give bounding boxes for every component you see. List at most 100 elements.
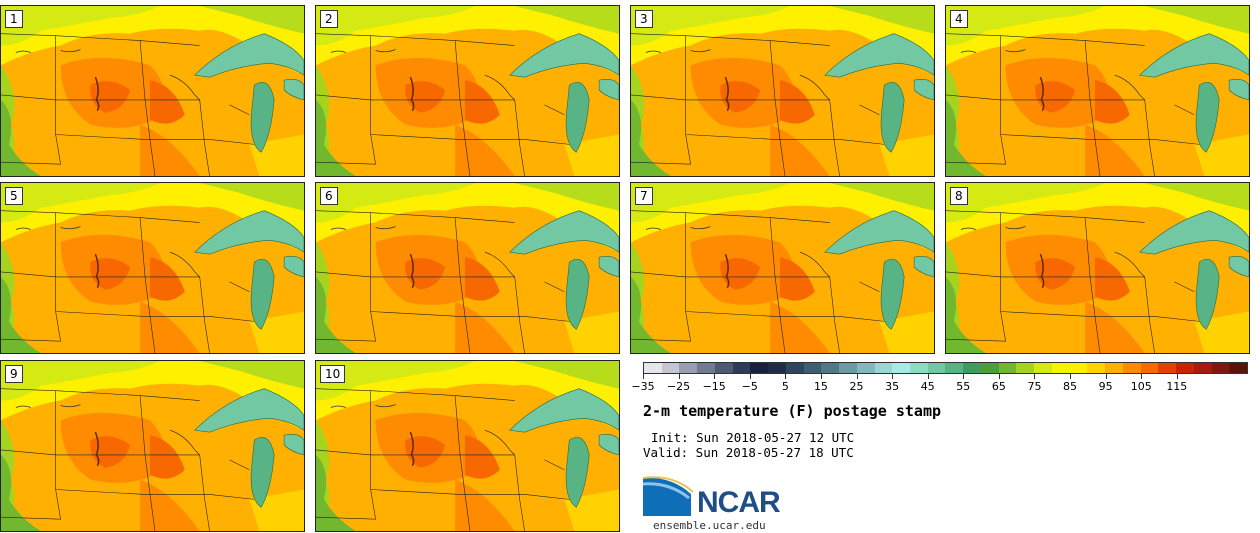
ncar-logo-icon: [643, 476, 694, 516]
colorbar-tick-label: 95: [1098, 380, 1113, 393]
colorbar-tick: [643, 374, 644, 379]
colorbar-tick-label: 55: [956, 380, 971, 393]
ensemble-member-panel: 7: [630, 182, 935, 354]
colorbar-segment: [1087, 363, 1106, 373]
colorbar-tick-label: −5: [741, 380, 758, 393]
colorbar-segment: [963, 363, 981, 373]
temperature-map: [946, 6, 1249, 176]
colorbar-segment: [1193, 363, 1212, 373]
colorbar-tick: [1034, 374, 1036, 379]
colorbar-tick: [820, 374, 822, 379]
temperature-colorbar: [643, 362, 1248, 374]
colorbar-segment: [856, 363, 875, 373]
colorbar-segment: [910, 363, 928, 373]
member-number-label: 9: [5, 365, 23, 383]
colorbar-segment: [945, 363, 964, 373]
colorbar-tick-label: 105: [1130, 380, 1152, 393]
colorbar-tick-label: 65: [991, 380, 1006, 393]
colorbar-segment: [839, 363, 857, 373]
colorbar-tick-label: 35: [885, 380, 900, 393]
logo-text: NCAR: [697, 486, 781, 519]
colorbar-segment: [1016, 363, 1035, 373]
colorbar-segment: [1211, 363, 1230, 373]
colorbar-tick-label: 45: [920, 380, 935, 393]
member-number-label: 7: [635, 187, 653, 205]
colorbar-segment: [998, 363, 1017, 373]
colorbar-tick: [1105, 374, 1107, 379]
colorbar-tick-label: 5: [781, 380, 789, 393]
colorbar-tick: [856, 374, 858, 379]
logo-url: ensemble.ucar.edu: [653, 519, 766, 532]
colorbar-segment: [644, 363, 662, 373]
colorbar-segment: [697, 363, 715, 373]
ensemble-member-panel: 1: [0, 5, 305, 177]
member-number-label: 2: [320, 10, 338, 28]
member-number-label: 3: [635, 10, 653, 28]
temperature-map: [1, 183, 304, 353]
colorbar-segment: [821, 363, 840, 373]
colorbar-segment: [1122, 363, 1141, 373]
member-number-label: 4: [950, 10, 968, 28]
colorbar-segment: [927, 363, 946, 373]
member-number-label: 10: [320, 365, 346, 383]
temperature-map: [1, 6, 304, 176]
colorbar-segment: [892, 363, 911, 373]
ensemble-member-panel: 10: [315, 360, 620, 532]
colorbar-segment: [661, 363, 680, 373]
colorbar-tick: [963, 374, 965, 379]
member-number-label: 1: [5, 10, 23, 28]
colorbar-segment: [803, 363, 822, 373]
colorbar-tick: [1070, 374, 1072, 379]
colorbar-tick: [927, 374, 929, 379]
colorbar-tick: [1141, 374, 1143, 379]
colorbar-segment: [1229, 363, 1247, 373]
valid-time: Valid: Sun 2018-05-27 18 UTC: [643, 445, 854, 460]
ensemble-member-panel: 2: [315, 5, 620, 177]
temperature-map: [631, 183, 934, 353]
colorbar-tick-label: −15: [702, 380, 726, 393]
colorbar-tick-label: 85: [1063, 380, 1078, 393]
colorbar-tick: [1176, 374, 1178, 379]
temperature-map: [1, 361, 304, 531]
colorbar-tick-label: 115: [1166, 380, 1188, 393]
colorbar-segment: [1158, 363, 1177, 373]
ensemble-member-panel: 5: [0, 182, 305, 354]
colorbar-tick: [749, 374, 751, 379]
temperature-map: [946, 183, 1249, 353]
colorbar-segment: [1140, 363, 1159, 373]
colorbar-tick: [714, 374, 716, 379]
colorbar-segment: [679, 363, 698, 373]
member-number-label: 6: [320, 187, 338, 205]
colorbar-segment: [785, 363, 804, 373]
colorbar-segment: [1069, 363, 1088, 373]
colorbar-tick-label: −25: [666, 380, 691, 393]
colorbar-tick-label: 15: [813, 380, 828, 393]
temperature-map: [316, 6, 619, 176]
colorbar-segment: [980, 363, 999, 373]
member-number-label: 5: [5, 187, 23, 205]
ensemble-member-panel: 3: [630, 5, 935, 177]
colorbar-segment: [1034, 363, 1052, 373]
temperature-map: [631, 6, 934, 176]
colorbar-tick: [998, 374, 1000, 379]
temperature-map: [316, 361, 619, 531]
ensemble-member-panel: 9: [0, 360, 305, 532]
colorbar-segment: [1176, 363, 1194, 373]
colorbar-tick: [892, 374, 894, 379]
colorbar-segment: [1051, 363, 1070, 373]
colorbar-segment: [874, 363, 893, 373]
colorbar-segment: [714, 363, 733, 373]
init-time: Init: Sun 2018-05-27 12 UTC: [651, 430, 855, 445]
colorbar-tick-label: −35: [631, 380, 655, 393]
colorbar-tick: [785, 374, 787, 379]
colorbar-tick-label: 75: [1027, 380, 1042, 393]
colorbar-tick-label: 25: [849, 380, 864, 393]
ensemble-member-panel: 4: [945, 5, 1250, 177]
colorbar-segment: [732, 363, 751, 373]
temperature-map: [316, 183, 619, 353]
ensemble-member-panel: 8: [945, 182, 1250, 354]
chart-title: 2-m temperature (F) postage stamp: [643, 402, 942, 420]
colorbar-segment: [768, 363, 786, 373]
ensemble-member-panel: 6: [315, 182, 620, 354]
colorbar-segment: [1105, 363, 1123, 373]
